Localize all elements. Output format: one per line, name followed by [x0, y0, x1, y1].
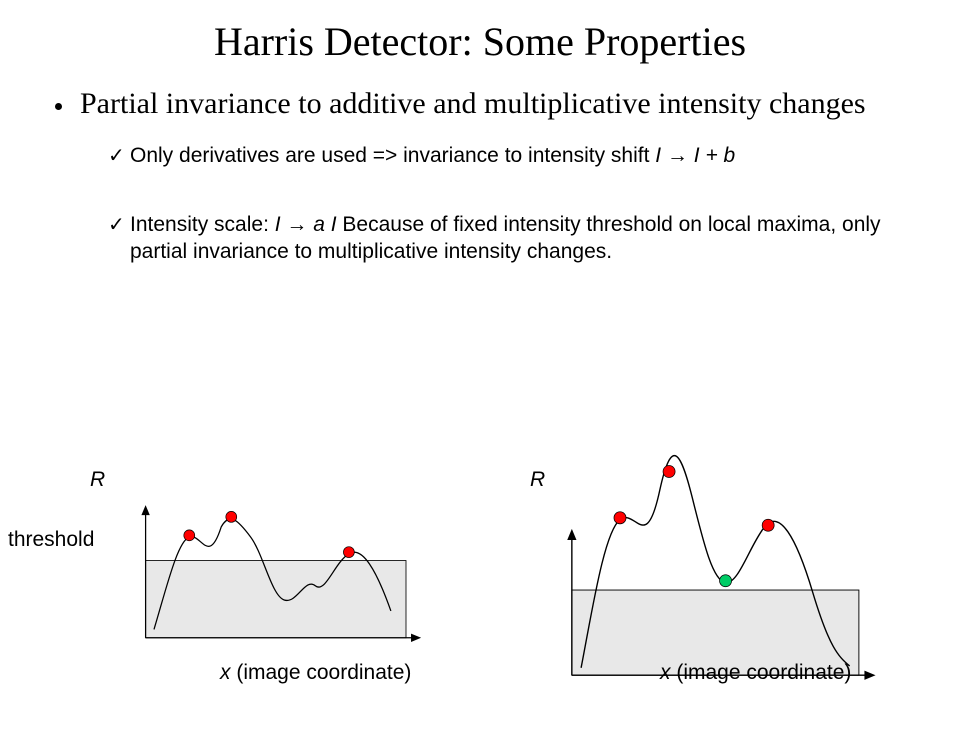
- chart-left: threshold R x (image coordinate): [100, 453, 480, 683]
- x-axis-label-right: x (image coordinate): [660, 661, 851, 685]
- slide-title: Harris Detector: Some Properties: [0, 18, 960, 65]
- sub1-formula: I → I + b: [655, 144, 735, 167]
- sub1-text: Only derivatives are used => invariance …: [130, 144, 655, 167]
- check-icon: ✓: [108, 143, 125, 169]
- threshold-label: threshold: [8, 528, 94, 552]
- charts-area: threshold R x (image coordinate) R x (im…: [0, 453, 960, 713]
- check-icon: ✓: [108, 212, 125, 238]
- sub-bullet-1: ✓ Only derivatives are used => invarianc…: [130, 142, 900, 169]
- sub2-formula: I → a I: [275, 213, 337, 236]
- main-bullet-text: Partial invariance to additive and multi…: [80, 87, 866, 122]
- sub2-prefix: Intensity scale:: [130, 213, 275, 236]
- main-bullet: Partial invariance to additive and multi…: [55, 87, 920, 122]
- chart-right: R x (image coordinate): [540, 453, 920, 683]
- x-axis-label-left: x (image coordinate): [220, 661, 411, 685]
- bullet-dot-icon: [55, 103, 62, 110]
- chart-left-svg: [100, 453, 460, 663]
- sub-bullet-2: ✓ Intensity scale: I → a I Because of fi…: [130, 211, 900, 266]
